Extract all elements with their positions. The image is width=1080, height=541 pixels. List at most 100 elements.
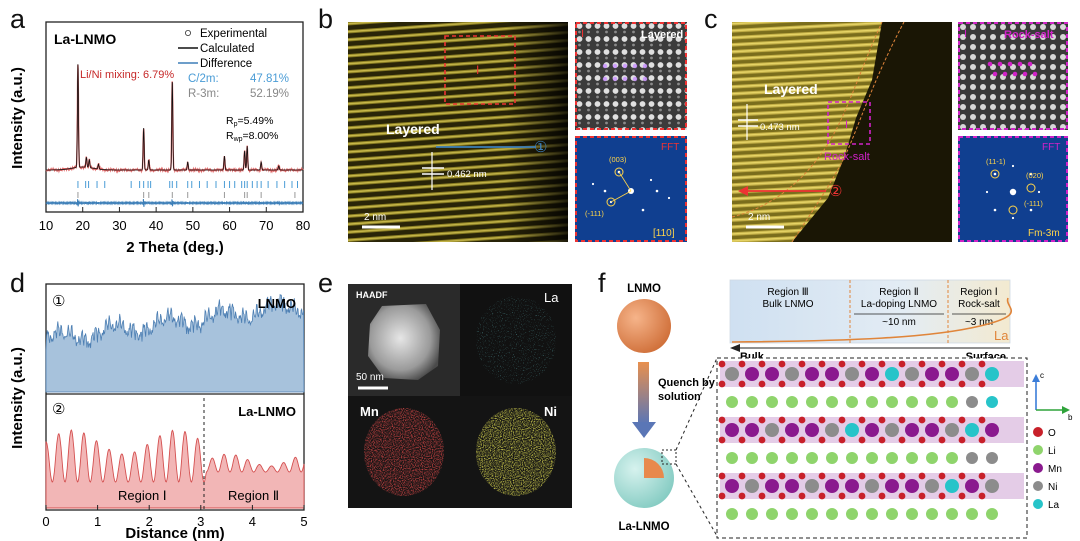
atom-o <box>938 472 946 480</box>
line-profile-panel: ① LNMO ② La-LNMO Region Ⅰ Region Ⅱ Inten… <box>9 283 308 541</box>
atom-o <box>978 380 986 388</box>
atom-li <box>886 452 898 464</box>
atom-o <box>738 380 746 388</box>
arrow-head-c <box>738 186 748 196</box>
axis-c: c <box>1040 371 1044 380</box>
atom-o <box>718 416 726 424</box>
spacing-label-b: 0.462 nm <box>447 169 487 180</box>
panel-label-a: a <box>10 4 26 34</box>
atom-o <box>778 380 786 388</box>
atom-o <box>838 472 846 480</box>
inset-fft-c: FFT Fm-3m (11-1) (020) (-111) <box>958 136 1068 242</box>
atom-o <box>778 436 786 444</box>
quench-label-2: solution <box>658 391 701 403</box>
atom-li <box>826 508 838 520</box>
atom-o <box>798 360 806 368</box>
fft-spot-b-1: (003) <box>609 155 627 164</box>
xrd-xtick-label: 30 <box>112 218 126 233</box>
atom-o <box>958 416 966 424</box>
atom-li <box>886 508 898 520</box>
atom-li <box>986 508 998 520</box>
rwp-label: Rwp=8.00% <box>226 130 278 143</box>
atom-o <box>878 436 886 444</box>
atom-o <box>918 436 926 444</box>
legend-diff: Difference <box>200 58 252 70</box>
haadf-particle <box>368 304 440 380</box>
atom-tm <box>885 423 899 437</box>
xrd-xtick-label: 40 <box>149 218 163 233</box>
la-label: La <box>544 290 559 305</box>
atom-li <box>806 396 818 408</box>
legend-atom-label: Ni <box>1048 482 1057 493</box>
atom-tm <box>725 479 739 493</box>
region-2-label: Region Ⅱ <box>228 488 279 503</box>
xrd-refinement-panel: Intensity (a.u.) 10 20 30 40 50 60 70 80 2 Thet… <box>9 21 310 256</box>
atom-o <box>938 436 946 444</box>
atom-o <box>978 436 986 444</box>
atom-li <box>766 508 778 520</box>
xrd-xtick-label: 20 <box>75 218 89 233</box>
atom-tm <box>745 423 759 437</box>
atom-li <box>946 396 958 408</box>
atom-tm <box>765 423 779 437</box>
atom-tm <box>985 479 999 493</box>
atom-o <box>898 436 906 444</box>
atom-o <box>838 380 846 388</box>
xrd-xtick-label: 10 <box>39 218 53 233</box>
atom-o <box>818 360 826 368</box>
atom-tm <box>765 367 779 381</box>
atom-li <box>926 508 938 520</box>
atom-o <box>798 416 806 424</box>
atom-li <box>886 396 898 408</box>
atom-o <box>878 360 886 368</box>
atom-o <box>718 492 726 500</box>
bragg-ticks-r3m <box>77 192 296 198</box>
xrd-xtick-label: 80 <box>296 218 310 233</box>
atom-tm <box>805 423 819 437</box>
ni-label: Ni <box>544 404 557 419</box>
atom-o <box>978 492 986 500</box>
zone-axis-b: [110] <box>653 228 675 239</box>
region3-title: Region Ⅲ <box>767 287 808 298</box>
atom-o <box>958 472 966 480</box>
atom-o <box>758 492 766 500</box>
atom-o <box>758 380 766 388</box>
atom-o <box>878 472 886 480</box>
atom-li <box>846 452 858 464</box>
atom-li <box>726 452 738 464</box>
quench-label-1: Quench by <box>658 377 716 389</box>
legend-atom-li <box>1033 445 1043 455</box>
atom-li <box>746 508 758 520</box>
atom-o <box>818 492 826 500</box>
atom-tm <box>825 479 839 493</box>
xrd-ylabel: Intensity (a.u.) <box>9 67 26 169</box>
atom-tm <box>945 367 959 381</box>
schematic-panel: LNMO Quench by solution La-LNMO Region Ⅲ… <box>614 279 1073 539</box>
atom-tm <box>965 423 979 437</box>
bragg-ticks-c2m <box>77 181 298 188</box>
atom-o <box>758 360 766 368</box>
xrd-calculated-curve <box>46 64 303 171</box>
fft-spot-c-3: (-111) <box>1024 199 1043 208</box>
scalebar-c-label: 2 nm <box>748 212 770 223</box>
atom-o <box>738 416 746 424</box>
profile-lnmo-curve <box>45 293 305 393</box>
atom-o <box>798 472 806 480</box>
atom-li <box>946 452 958 464</box>
atom-o <box>818 416 826 424</box>
region2-desc: La-doping LNMO <box>861 299 937 310</box>
atom-o <box>978 360 986 368</box>
vacuum-region <box>792 22 952 242</box>
atom-o <box>718 472 726 480</box>
atom-tm <box>905 367 919 381</box>
profile-bot-label: La-LNMO <box>238 404 296 419</box>
boundary-inner <box>732 22 883 218</box>
la-lnmo-label: La-LNMO <box>618 521 669 533</box>
atom-tm <box>865 479 879 493</box>
atom-tm <box>865 423 879 437</box>
atom-li <box>966 508 978 520</box>
atom-o <box>978 472 986 480</box>
atom-li <box>826 396 838 408</box>
atom-li <box>786 396 798 408</box>
profile-xtick-label: 1 <box>94 514 101 529</box>
